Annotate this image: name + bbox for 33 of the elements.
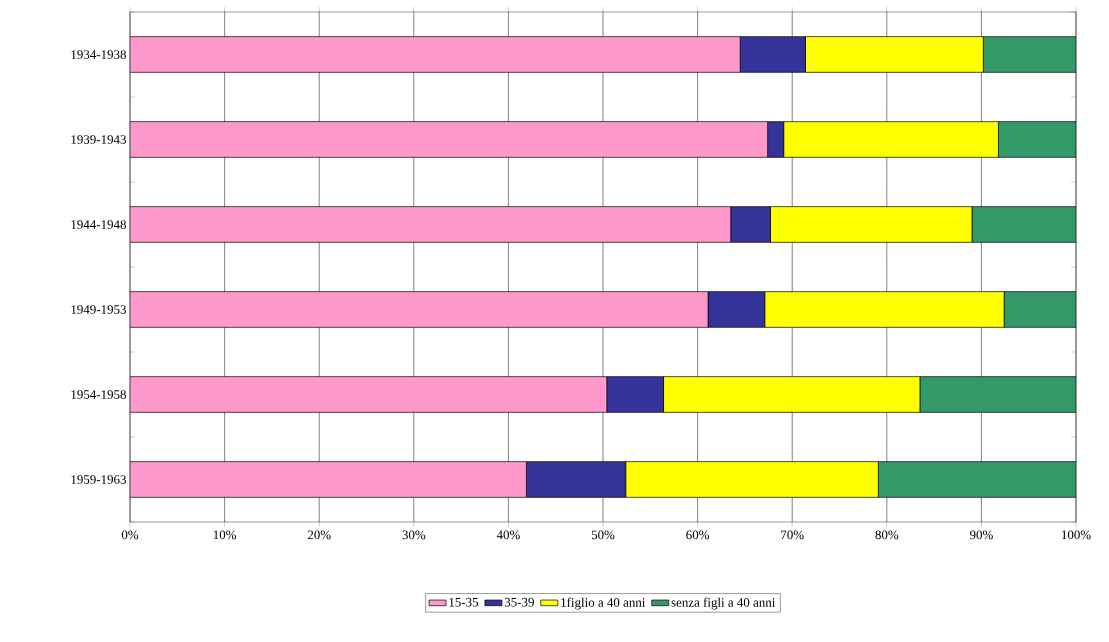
bar bbox=[130, 461, 527, 498]
x-tick-label: 0% bbox=[121, 530, 139, 540]
x-tick-label: 60% bbox=[686, 530, 710, 540]
x-tick-label: 40% bbox=[496, 530, 520, 540]
y-tick-label: 1934-1938 bbox=[71, 50, 126, 59]
x-tick-label: 80% bbox=[875, 530, 899, 540]
y-tick-label: 1939-1943 bbox=[71, 135, 126, 144]
x-tick-label: 50% bbox=[591, 530, 615, 540]
legend-label: 1figlio a 40 anni bbox=[561, 597, 646, 610]
bar bbox=[971, 206, 1077, 243]
bar bbox=[130, 291, 709, 328]
x-tick-label: 10% bbox=[213, 530, 237, 540]
bar bbox=[130, 376, 608, 413]
legend-label: 35-39 bbox=[504, 597, 534, 607]
y-tick-label: 1959-1963 bbox=[71, 475, 126, 484]
y-tick-label: 1949-1953 bbox=[71, 305, 126, 314]
bar bbox=[982, 36, 1077, 73]
bar bbox=[998, 121, 1077, 158]
bar bbox=[919, 376, 1077, 413]
y-tick-label: 1954-1958 bbox=[71, 390, 126, 399]
bar bbox=[1003, 291, 1077, 328]
x-tick-label: 70% bbox=[781, 530, 804, 540]
x-tick-label: 20% bbox=[307, 530, 331, 540]
bar bbox=[130, 36, 741, 73]
legend-label: 15-35 bbox=[449, 597, 479, 607]
bar bbox=[130, 121, 768, 158]
bar bbox=[130, 206, 732, 243]
bar bbox=[877, 461, 1077, 498]
x-tick-label: 90% bbox=[969, 530, 993, 540]
legend-label: senza figli a 40 anni bbox=[671, 597, 776, 610]
y-tick-label: 1944-1948 bbox=[71, 220, 126, 229]
x-tick-label: 100% bbox=[1062, 530, 1091, 540]
x-tick-label: 30% bbox=[402, 530, 426, 540]
